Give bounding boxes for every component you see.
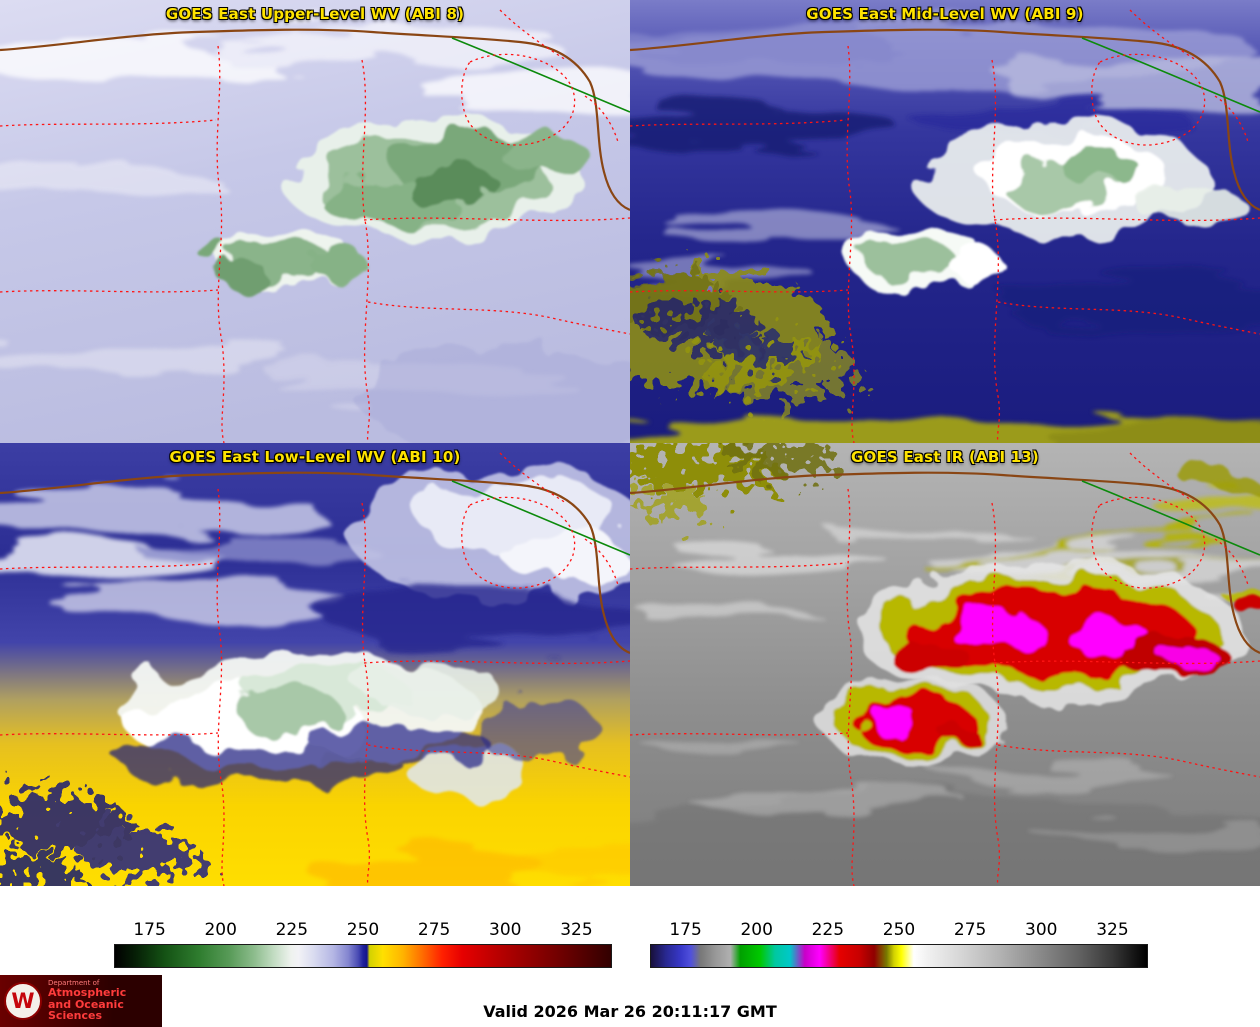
tick-label: 225 <box>275 920 309 940</box>
uw-aos-logo: W Department of Atmospheric and Oceanic … <box>0 975 162 1027</box>
tick-label: 325 <box>560 920 593 940</box>
panel-upper-wv-image <box>0 0 630 443</box>
tick-label: 175 <box>133 920 166 940</box>
tick-label: 200 <box>204 920 237 940</box>
tick-label: 250 <box>346 920 380 940</box>
wv-colorbar: 175 200 225 250 275 300 325 <box>114 916 612 968</box>
logo-name-line2: and Oceanic Sciences <box>48 997 124 1023</box>
logo-name-line1: Atmospheric <box>48 986 127 1000</box>
panel-ir-image <box>630 443 1260 886</box>
valid-timestamp: Valid 2026 Mar 26 20:11:17 GMT <box>483 1002 777 1021</box>
tick-label: 300 <box>1025 920 1058 940</box>
wv-colorbar-ticks: 175 200 225 250 275 300 325 <box>114 916 612 940</box>
ir-colorbar-gradient <box>650 944 1148 968</box>
tick-label: 300 <box>489 920 522 940</box>
tick-label: 225 <box>811 920 845 940</box>
logo-dept-line: Department of <box>48 979 100 987</box>
tick-label: 275 <box>417 920 451 940</box>
ir-colorbar-ticks: 175 200 225 250 275 300 325 <box>650 916 1148 940</box>
tick-label: 250 <box>882 920 916 940</box>
panel-mid-wv-image <box>630 0 1260 443</box>
ir-colorbar: 175 200 225 250 275 300 325 <box>650 916 1148 968</box>
tick-label: 200 <box>740 920 773 940</box>
tick-label: 175 <box>669 920 702 940</box>
uw-crest-icon: W <box>4 982 42 1020</box>
tick-label: 275 <box>953 920 987 940</box>
wv-colorbar-gradient <box>114 944 612 968</box>
tick-label: 325 <box>1096 920 1129 940</box>
satellite-quad-image <box>0 0 1260 886</box>
uw-aos-logo-text: Department of Atmospheric and Oceanic Sc… <box>48 979 162 1023</box>
panel-low-wv-image <box>0 443 630 886</box>
